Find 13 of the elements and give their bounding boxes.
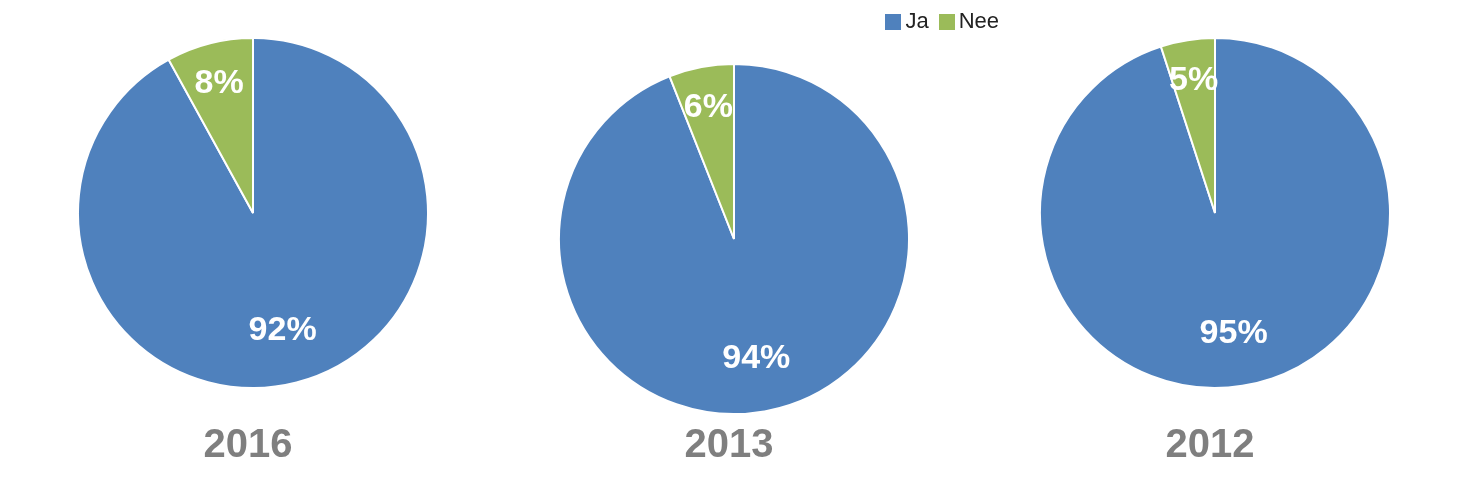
data-label: 94% (722, 336, 791, 375)
text: 2013 (683, 420, 775, 467)
data-label: 6% (683, 85, 733, 124)
text: 2012 (1164, 420, 1256, 467)
pie-slice (77, 37, 429, 389)
data-label: 8% (194, 61, 244, 100)
text: 2016 (202, 420, 294, 467)
legend-label: Nee (958, 8, 999, 33)
legend-label: Ja (905, 8, 929, 33)
pie-slice (1039, 37, 1391, 389)
data-label: 92% (248, 309, 317, 348)
pie-slice (558, 63, 910, 415)
data-label: 95% (1199, 311, 1268, 350)
